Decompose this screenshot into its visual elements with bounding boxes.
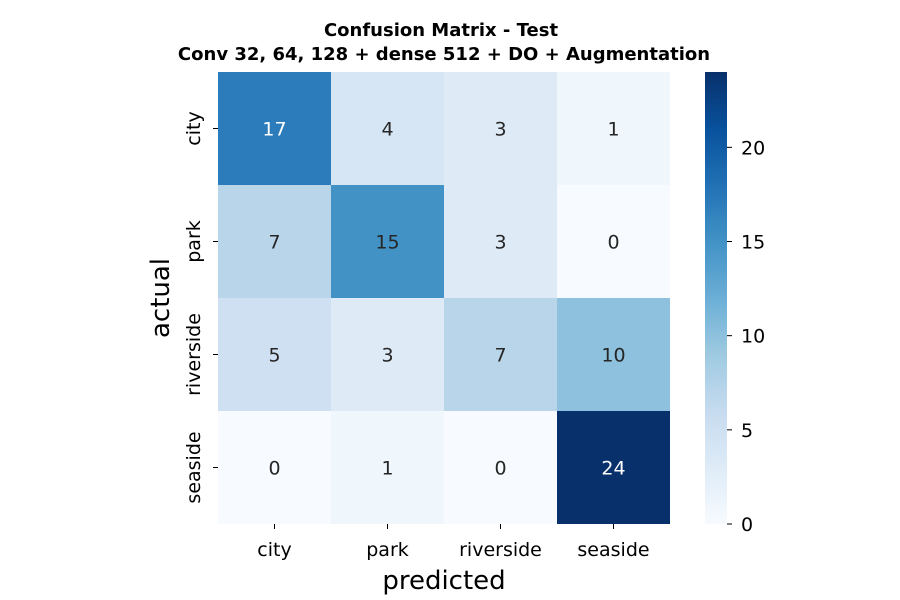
heatmap-cell <box>557 72 670 185</box>
cell-value-label: 7 <box>268 232 280 254</box>
colorbar-tick-label: 10 <box>741 326 765 348</box>
heatmap-cell <box>444 185 557 298</box>
y-tick-labels: city park riverside seaside <box>183 111 218 504</box>
x-tick-labels: city park riverside seaside <box>257 524 650 561</box>
heatmap-cell <box>218 72 331 185</box>
colorbar-tick-label: 15 <box>741 232 765 254</box>
heatmap-cell <box>557 298 670 411</box>
cell-value-label: 3 <box>494 232 506 254</box>
heatmap-cell <box>331 411 444 524</box>
heatmap-cell <box>557 185 670 298</box>
heatmap-cell <box>218 298 331 411</box>
colorbar <box>705 72 727 524</box>
colorbar-ticks: 0 5 10 15 20 <box>727 137 765 536</box>
cell-value-label: 17 <box>262 119 286 141</box>
heatmap-cell <box>557 411 670 524</box>
heatmap-cell <box>444 411 557 524</box>
x-tick-label: seaside <box>577 539 649 561</box>
colorbar-tick-label: 20 <box>741 137 765 159</box>
heatmap-cell <box>444 72 557 185</box>
y-tick-label: park <box>183 220 205 263</box>
heatmap-cell <box>331 72 444 185</box>
heatmap-cell <box>218 185 331 298</box>
heatmap-cells: 17 4 3 17 15 3 05 3 7 100 1 0 24 <box>218 72 670 524</box>
cell-value-label: 7 <box>494 345 506 367</box>
cell-value-label: 1 <box>381 458 393 480</box>
cell-value-label: 4 <box>381 119 393 141</box>
x-tick-label: riverside <box>459 539 542 561</box>
cell-value-label: 3 <box>494 119 506 141</box>
heatmap-cell <box>218 411 331 524</box>
colorbar-tick-label: 0 <box>741 514 753 536</box>
chart-subtitle: Conv 32, 64, 128 + dense 512 + DO + Augm… <box>178 44 710 65</box>
y-tick-label: riverside <box>183 313 205 396</box>
x-tick-label: city <box>257 539 291 561</box>
cell-value-label: 3 <box>381 345 393 367</box>
x-axis-label: predicted <box>382 566 505 596</box>
cell-value-label: 0 <box>494 458 506 480</box>
colorbar-tick-label: 5 <box>741 420 753 442</box>
heatmap-cell <box>444 298 557 411</box>
x-tick-label: park <box>366 539 409 561</box>
cell-value-label: 1 <box>607 119 619 141</box>
cell-value-label: 5 <box>268 345 280 367</box>
y-tick-label: city <box>183 111 205 145</box>
heatmap-cell <box>331 298 444 411</box>
y-axis-label: actual <box>146 258 176 338</box>
cell-value-label: 0 <box>607 232 619 254</box>
cell-value-label: 0 <box>268 458 280 480</box>
cell-value-label: 10 <box>601 345 625 367</box>
cell-value-label: 24 <box>601 458 625 480</box>
chart-title: Confusion Matrix - Test <box>324 20 559 41</box>
cell-value-label: 15 <box>375 232 399 254</box>
y-tick-label: seaside <box>183 431 205 503</box>
heatmap-cell <box>331 185 444 298</box>
